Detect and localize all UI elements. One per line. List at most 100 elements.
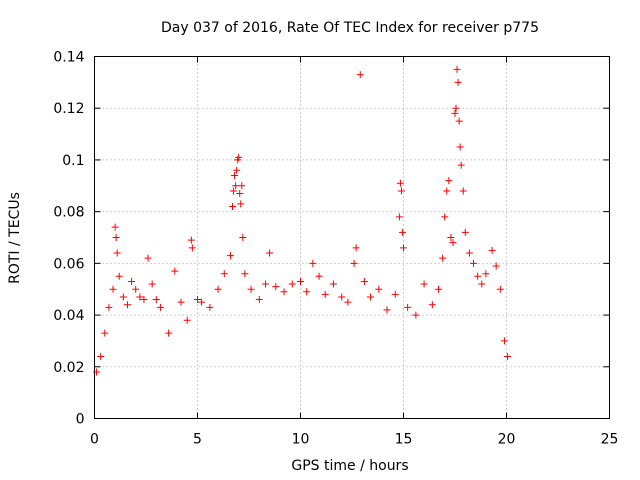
y-axis-label: ROTI / TECUs	[7, 192, 23, 284]
data-point	[375, 285, 383, 293]
x-tick-label: 20	[498, 432, 516, 448]
data-point	[329, 280, 337, 288]
data-point	[93, 368, 101, 376]
data-point	[360, 277, 368, 285]
y-tick-label: 0	[76, 412, 85, 428]
data-point	[492, 262, 500, 270]
data-point	[188, 244, 196, 252]
data-point	[482, 270, 490, 278]
data-point	[239, 234, 247, 241]
data-point	[459, 187, 467, 195]
chart-title: Day 037 of 2016, Rate Of TEC Index for r…	[161, 20, 539, 36]
data-point	[140, 296, 148, 304]
data-point	[187, 236, 195, 244]
data-point	[451, 109, 459, 117]
y-tick-label: 0.14	[53, 50, 84, 66]
data-point	[400, 244, 407, 252]
data-point	[144, 254, 152, 262]
data-point	[303, 288, 311, 296]
data-point	[214, 285, 222, 293]
data-point	[297, 277, 304, 285]
x-axis-label: GPS time / hours	[291, 458, 408, 474]
data-point	[111, 223, 119, 231]
data-point	[445, 177, 453, 185]
data-point	[165, 329, 173, 337]
data-point	[266, 249, 274, 257]
data-point	[272, 283, 280, 291]
data-point	[235, 153, 243, 161]
data-point	[156, 303, 164, 311]
data-point	[119, 293, 127, 301]
data-point	[504, 352, 512, 360]
data-point	[456, 143, 464, 151]
data-point	[441, 213, 449, 221]
data-point	[439, 254, 447, 262]
data-point	[255, 296, 263, 304]
y-tick-label: 0.1	[62, 153, 84, 169]
data-point	[105, 303, 113, 311]
data-point	[194, 296, 201, 304]
data-point	[478, 280, 486, 288]
y-tick-label: 0.12	[53, 101, 84, 117]
data-point	[247, 285, 255, 293]
data-point	[465, 249, 473, 257]
x-tick-label: 5	[193, 432, 202, 448]
data-point	[447, 234, 455, 241]
data-point	[412, 311, 420, 319]
data-point	[220, 270, 228, 278]
data-point	[398, 228, 406, 236]
data-point	[128, 277, 136, 285]
data-point	[321, 290, 329, 298]
data-point	[229, 202, 237, 210]
data-point	[356, 71, 364, 79]
data-point	[488, 246, 496, 254]
data-point	[236, 190, 244, 198]
data-point	[449, 239, 457, 247]
data-point	[241, 270, 249, 278]
data-point	[280, 288, 288, 296]
data-point	[309, 259, 317, 267]
data-point	[171, 267, 179, 275]
data-point	[101, 329, 109, 337]
data-point	[230, 187, 238, 195]
data-point	[455, 117, 463, 125]
data-point	[206, 303, 214, 311]
data-point	[233, 166, 241, 174]
data-point	[231, 171, 239, 179]
data-point	[123, 301, 131, 309]
data-point	[177, 298, 185, 306]
data-point	[420, 280, 428, 288]
data-point	[226, 252, 234, 260]
data-point	[198, 298, 206, 306]
data-point	[452, 104, 460, 112]
data-point	[352, 244, 360, 252]
data-point	[261, 280, 269, 288]
x-tick-label: 10	[292, 432, 310, 448]
data-point	[470, 259, 478, 267]
y-tick-label: 0.02	[53, 360, 84, 376]
y-tick-label: 0.06	[53, 256, 84, 272]
data-point	[315, 272, 323, 280]
x-tick-label: 25	[601, 432, 619, 448]
data-point	[443, 187, 451, 195]
y-tick-label: 0.08	[53, 205, 84, 221]
data-point	[344, 298, 352, 306]
data-point	[136, 293, 144, 301]
data-point	[232, 182, 240, 190]
x-tick-label: 15	[395, 432, 413, 448]
data-point	[391, 290, 399, 298]
plot-frame	[94, 56, 610, 419]
data-point	[461, 228, 469, 236]
data-point	[113, 249, 121, 257]
data-point	[237, 200, 245, 208]
data-point	[396, 179, 404, 187]
data-point	[238, 182, 246, 190]
data-point	[383, 306, 391, 314]
data-point	[428, 301, 436, 309]
data-point	[404, 303, 412, 311]
data-point	[148, 280, 156, 288]
data-point	[350, 259, 358, 267]
data-point	[132, 285, 140, 293]
data-point	[183, 316, 191, 324]
data-point	[367, 293, 375, 301]
